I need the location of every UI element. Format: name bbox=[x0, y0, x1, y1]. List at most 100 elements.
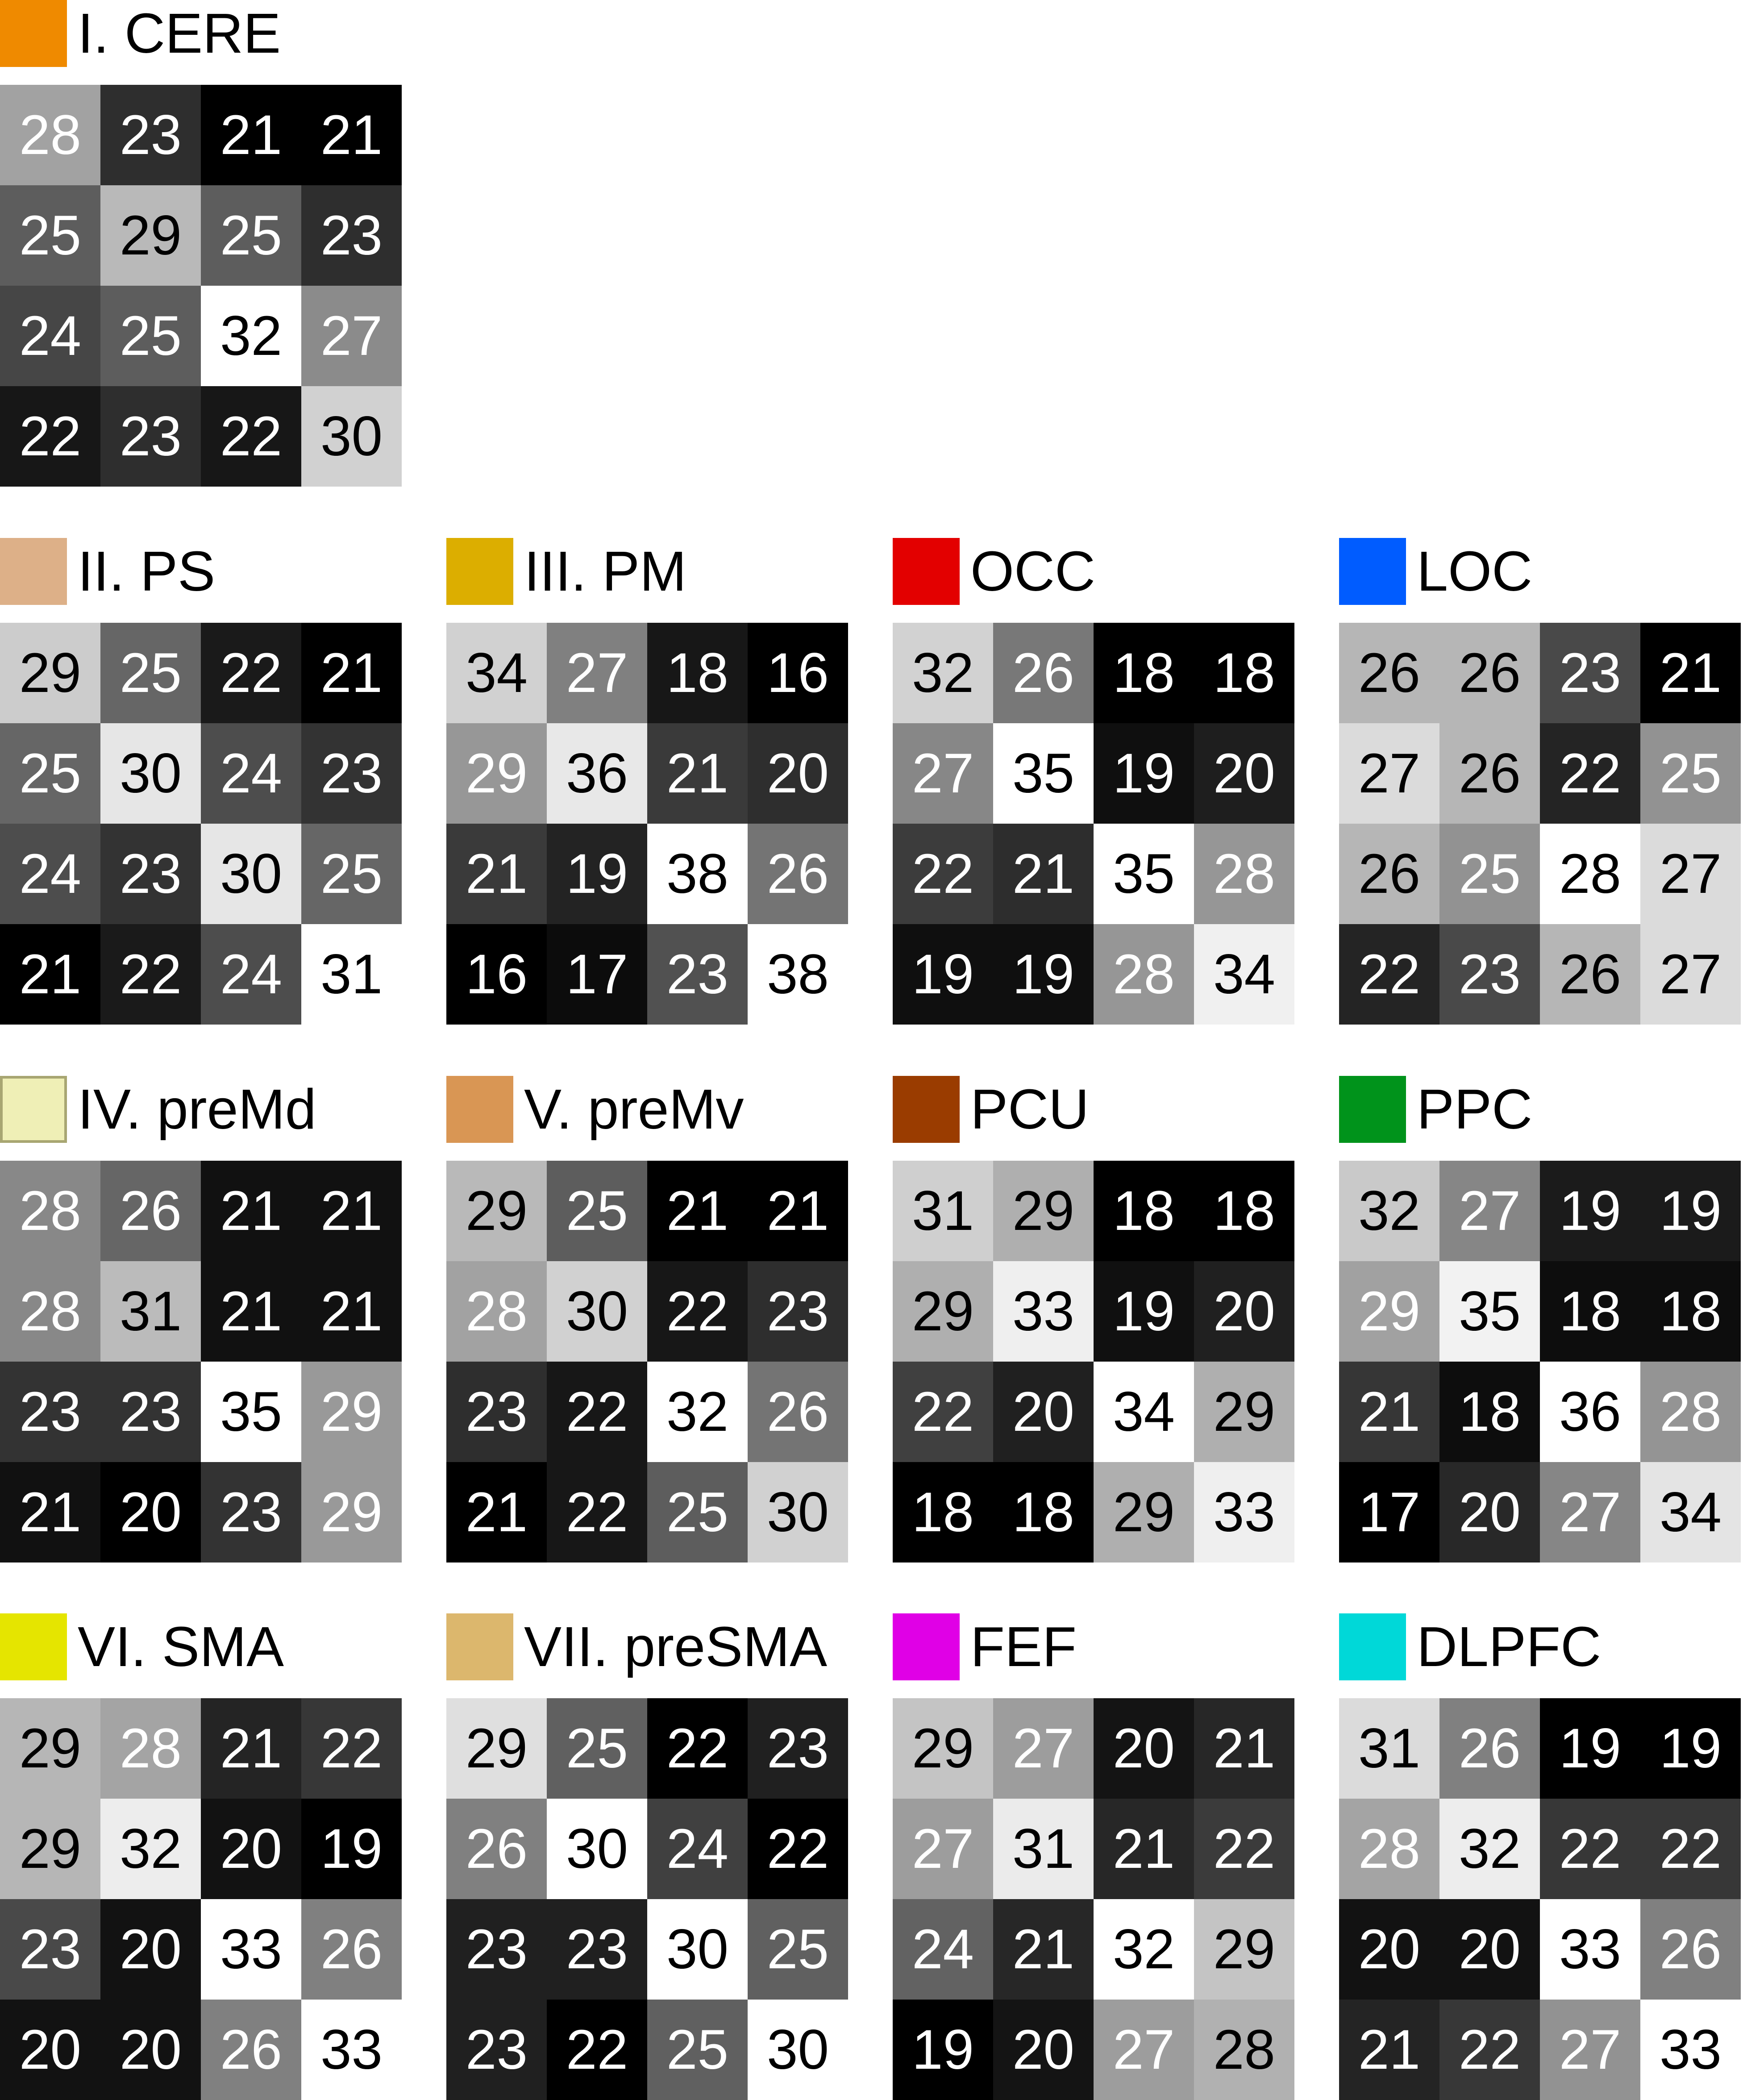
heatmap-cell: 25 bbox=[647, 2000, 748, 2100]
region-color-swatch bbox=[446, 1613, 513, 1680]
heatmap-cell: 19 bbox=[1540, 1161, 1640, 1261]
heatmap-cell: 23 bbox=[0, 1362, 100, 1462]
heatmap-panel-pcu: PCU 31 29 18 18 29 33 19 20 22 20 34 29 18 18 29 33 bbox=[893, 1076, 1294, 1562]
heatmap-cell: 21 bbox=[0, 924, 100, 1025]
heatmap-cell: 25 bbox=[0, 723, 100, 824]
heatmap-cell: 26 bbox=[1540, 924, 1640, 1025]
heatmap-cell: 21 bbox=[301, 1161, 402, 1261]
heatmap-cell: 34 bbox=[1194, 924, 1294, 1025]
heatmap-cell: 30 bbox=[201, 824, 301, 924]
heatmap-cell: 31 bbox=[1339, 1698, 1439, 1799]
heatmap-grid: 26 26 23 21 27 26 22 25 26 25 28 27 22 23 26 27 bbox=[1339, 623, 1741, 1025]
heatmap-cell: 20 bbox=[1339, 1899, 1439, 2000]
heatmap-cell: 32 bbox=[100, 1799, 201, 1899]
heatmap-cell: 25 bbox=[748, 1899, 848, 2000]
heatmap-cell: 21 bbox=[201, 1161, 301, 1261]
heatmap-cell: 33 bbox=[301, 2000, 402, 2100]
panel-title: PCU bbox=[970, 1078, 1090, 1141]
heatmap-cell: 30 bbox=[748, 1462, 848, 1562]
heatmap-cell: 36 bbox=[547, 723, 647, 824]
heatmap-cell: 22 bbox=[0, 386, 100, 487]
heatmap-cell: 16 bbox=[748, 623, 848, 723]
panel-title: II. PS bbox=[78, 540, 216, 603]
region-color-swatch bbox=[893, 1613, 960, 1680]
heatmap-cell: 18 bbox=[647, 623, 748, 723]
panel-title: OCC bbox=[970, 540, 1095, 603]
heatmap-grid: 32 26 18 18 27 35 19 20 22 21 35 28 19 19 28 34 bbox=[893, 623, 1294, 1025]
panel-title: I. CERE bbox=[78, 2, 281, 65]
heatmap-cell: 34 bbox=[1640, 1462, 1741, 1562]
heatmap-cell: 29 bbox=[0, 623, 100, 723]
heatmap-cell: 29 bbox=[1339, 1261, 1439, 1362]
heatmap-cell: 27 bbox=[547, 623, 647, 723]
heatmap-cell: 31 bbox=[301, 924, 402, 1025]
heatmap-cell: 21 bbox=[1339, 2000, 1439, 2100]
heatmap-cell: 22 bbox=[893, 824, 993, 924]
heatmap-cell: 35 bbox=[1094, 824, 1194, 924]
heatmap-cell: 22 bbox=[1194, 1799, 1294, 1899]
heatmap-cell: 25 bbox=[100, 623, 201, 723]
heatmap-cell: 27 bbox=[993, 1698, 1094, 1799]
heatmap-cell: 21 bbox=[301, 85, 402, 185]
heatmap-cell: 24 bbox=[893, 1899, 993, 2000]
heatmap-cell: 19 bbox=[1640, 1161, 1741, 1261]
heatmap-cell: 29 bbox=[446, 723, 547, 824]
panel-title: IV. preMd bbox=[78, 1078, 316, 1141]
heatmap-cell: 21 bbox=[301, 623, 402, 723]
panel-header: V. preMv bbox=[446, 1076, 848, 1143]
heatmap-cell: 21 bbox=[647, 723, 748, 824]
heatmap-cell: 33 bbox=[1540, 1899, 1640, 2000]
heatmap-panel-v-premv: V. preMv 29 25 21 21 28 30 22 23 23 22 32 26 21 22 25 30 bbox=[446, 1076, 848, 1562]
heatmap-cell: 21 bbox=[1094, 1799, 1194, 1899]
panel-title: FEF bbox=[970, 1615, 1077, 1678]
heatmap-cell: 19 bbox=[993, 924, 1094, 1025]
heatmap-cell: 25 bbox=[0, 185, 100, 286]
region-color-swatch bbox=[1339, 1076, 1406, 1143]
heatmap-cell: 23 bbox=[301, 185, 402, 286]
heatmap-cell: 22 bbox=[1540, 723, 1640, 824]
panel-header: LOC bbox=[1339, 538, 1741, 605]
region-color-swatch bbox=[0, 1076, 67, 1143]
heatmap-cell: 20 bbox=[1094, 1698, 1194, 1799]
heatmap-cell: 23 bbox=[201, 1462, 301, 1562]
heatmap-cell: 29 bbox=[301, 1362, 402, 1462]
heatmap-cell: 22 bbox=[100, 924, 201, 1025]
heatmap-cell: 18 bbox=[893, 1462, 993, 1562]
heatmap-cell: 27 bbox=[1640, 824, 1741, 924]
heatmap-cell: 29 bbox=[893, 1261, 993, 1362]
heatmap-cell: 22 bbox=[547, 2000, 647, 2100]
heatmap-cell: 32 bbox=[1094, 1899, 1194, 2000]
heatmap-cell: 30 bbox=[301, 386, 402, 487]
heatmap-cell: 21 bbox=[201, 85, 301, 185]
heatmap-cell: 22 bbox=[1640, 1799, 1741, 1899]
heatmap-cell: 27 bbox=[1640, 924, 1741, 1025]
heatmap-cell: 17 bbox=[1339, 1462, 1439, 1562]
heatmap-cell: 19 bbox=[1094, 723, 1194, 824]
heatmap-cell: 21 bbox=[301, 1261, 402, 1362]
heatmap-cell: 26 bbox=[1439, 1698, 1540, 1799]
heatmap-cell: 25 bbox=[547, 1698, 647, 1799]
heatmap-cell: 22 bbox=[1540, 1799, 1640, 1899]
heatmap-cell: 28 bbox=[1339, 1799, 1439, 1899]
heatmap-cell: 19 bbox=[1094, 1261, 1194, 1362]
panel-header: PPC bbox=[1339, 1076, 1741, 1143]
heatmap-cell: 30 bbox=[547, 1799, 647, 1899]
heatmap-grid: 32 27 19 19 29 35 18 18 21 18 36 28 17 20 27 34 bbox=[1339, 1161, 1741, 1562]
heatmap-cell: 20 bbox=[993, 2000, 1094, 2100]
heatmap-cell: 28 bbox=[1640, 1362, 1741, 1462]
heatmap-cell: 35 bbox=[993, 723, 1094, 824]
heatmap-cell: 19 bbox=[547, 824, 647, 924]
heatmap-cell: 38 bbox=[748, 924, 848, 1025]
panel-header: II. PS bbox=[0, 538, 402, 605]
heatmap-cell: 25 bbox=[201, 185, 301, 286]
heatmap-cell: 27 bbox=[893, 723, 993, 824]
panel-title: VI. SMA bbox=[78, 1615, 284, 1678]
heatmap-cell: 21 bbox=[1640, 623, 1741, 723]
heatmap-cell: 24 bbox=[647, 1799, 748, 1899]
heatmap-cell: 21 bbox=[201, 1698, 301, 1799]
heatmap-cell: 31 bbox=[993, 1799, 1094, 1899]
heatmap-cell: 20 bbox=[100, 1899, 201, 2000]
heatmap-cell: 28 bbox=[1094, 924, 1194, 1025]
heatmap-cell: 26 bbox=[748, 824, 848, 924]
